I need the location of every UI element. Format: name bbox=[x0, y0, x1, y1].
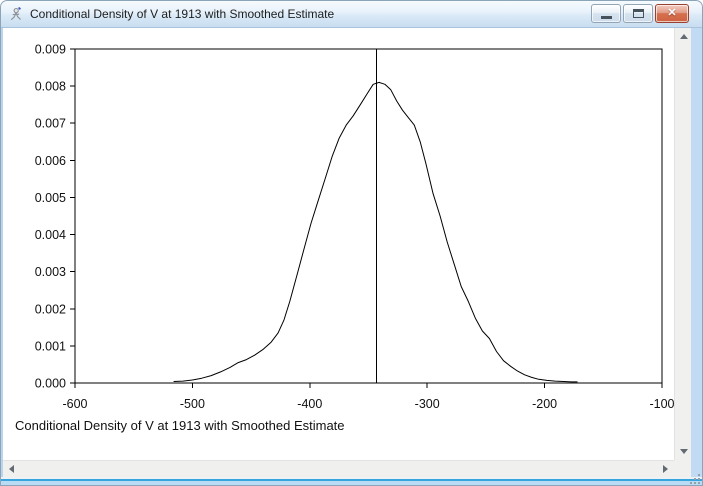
window-border-bottom bbox=[0, 477, 703, 486]
x-tick-label: -400 bbox=[297, 397, 322, 411]
window-controls: ✕ bbox=[591, 4, 689, 23]
y-tick-label: 0.002 bbox=[35, 302, 66, 316]
y-tick-label: 0.000 bbox=[35, 377, 66, 391]
window-title: Conditional Density of V at 1913 with Sm… bbox=[30, 6, 335, 21]
up-arrow-icon bbox=[679, 34, 688, 39]
y-tick-label: 0.007 bbox=[35, 117, 66, 131]
y-tick-label: 0.003 bbox=[35, 265, 66, 279]
title-bar[interactable]: Conditional Density of V at 1913 with Sm… bbox=[0, 0, 703, 28]
right-arrow-icon bbox=[663, 465, 668, 473]
x-tick-label: -500 bbox=[180, 397, 205, 411]
left-arrow-icon bbox=[9, 465, 14, 473]
app-icon bbox=[10, 6, 21, 20]
x-tick-label: -600 bbox=[62, 397, 87, 411]
y-tick-label: 0.008 bbox=[35, 80, 66, 94]
y-tick-label: 0.004 bbox=[35, 228, 66, 242]
plot-caption: Conditional Density of V at 1913 with Sm… bbox=[15, 418, 345, 433]
scroll-left-button[interactable] bbox=[3, 460, 20, 478]
chart-canvas: -600 -500 -400 -300 -200 -100 0.000 0.001 0.002 0… bbox=[3, 28, 675, 460]
close-icon: ✕ bbox=[667, 7, 677, 19]
x-tick-label: -100 bbox=[649, 397, 674, 411]
window-border-right bbox=[691, 28, 703, 477]
y-tick-label: 0.001 bbox=[35, 339, 66, 353]
maximize-icon bbox=[632, 9, 644, 18]
y-tick-label: 0.006 bbox=[35, 154, 66, 168]
scrollbar-corner bbox=[674, 460, 691, 477]
resize-grip-icon[interactable] bbox=[690, 474, 700, 484]
scroll-up-button[interactable] bbox=[675, 28, 692, 45]
scroll-right-button[interactable] bbox=[657, 460, 674, 478]
horizontal-scrollbar[interactable] bbox=[3, 460, 674, 478]
window-border-left bbox=[0, 28, 3, 477]
density-plot: -600 -500 -400 -300 -200 -100 0.000 0.001 0.002 0… bbox=[35, 43, 675, 412]
minimize-button[interactable] bbox=[591, 4, 621, 23]
plot-frame bbox=[74, 48, 663, 384]
x-tick-label: -200 bbox=[532, 397, 557, 411]
close-button[interactable]: ✕ bbox=[655, 4, 689, 23]
density-curve bbox=[173, 81, 578, 383]
minimize-icon bbox=[600, 16, 612, 19]
x-tick-label: -300 bbox=[415, 397, 440, 411]
y-tick-label: 0.005 bbox=[35, 191, 66, 205]
scroll-down-button[interactable] bbox=[675, 443, 692, 460]
y-tick-label: 0.009 bbox=[35, 43, 66, 57]
maximize-button[interactable] bbox=[623, 4, 653, 23]
down-arrow-icon bbox=[679, 449, 688, 454]
vertical-scrollbar[interactable] bbox=[674, 28, 692, 460]
